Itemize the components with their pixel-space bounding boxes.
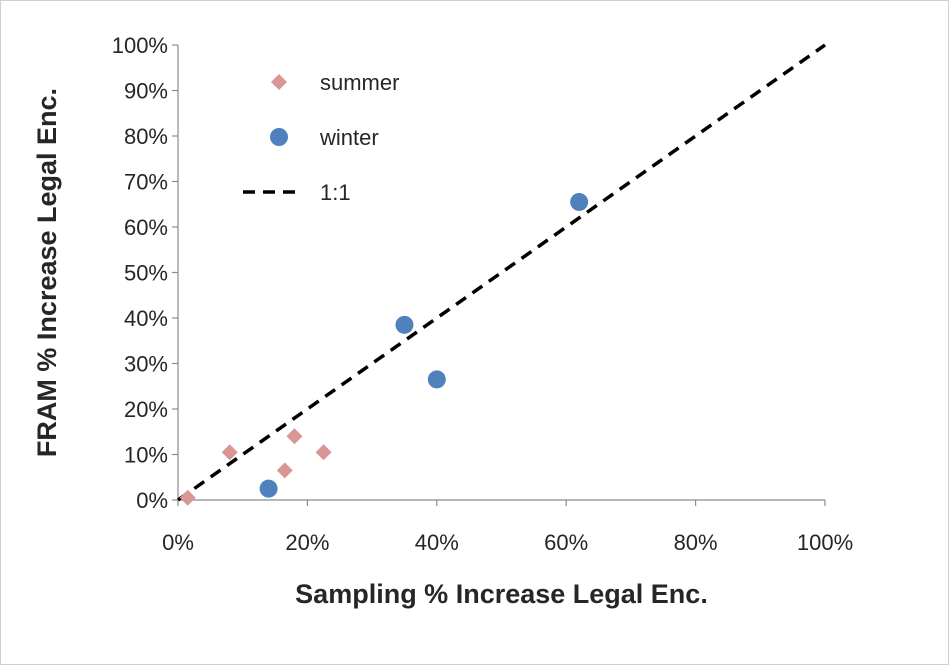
x-tick-label: 100% bbox=[797, 530, 853, 555]
summer-point bbox=[277, 462, 293, 478]
winter-point bbox=[260, 480, 278, 498]
one-to-one-line bbox=[178, 45, 825, 500]
y-tick-label: 30% bbox=[124, 352, 168, 377]
y-tick-label: 20% bbox=[124, 397, 168, 422]
legend-label: 1:1 bbox=[320, 180, 351, 205]
y-tick-label: 0% bbox=[136, 488, 168, 513]
summer-point bbox=[180, 490, 196, 506]
y-tick-label: 10% bbox=[124, 443, 168, 468]
legend-marker-summer bbox=[271, 74, 287, 90]
x-tick-label: 60% bbox=[544, 530, 588, 555]
x-axis-title: Sampling % Increase Legal Enc. bbox=[295, 579, 708, 609]
y-tick-label: 80% bbox=[124, 124, 168, 149]
legend-label: winter bbox=[319, 125, 379, 150]
summer-point bbox=[316, 444, 332, 460]
y-axis-title: FRAM % Increase Legal Enc. bbox=[32, 88, 62, 457]
x-tick-label: 40% bbox=[415, 530, 459, 555]
x-tick-label: 0% bbox=[162, 530, 194, 555]
winter-point bbox=[570, 193, 588, 211]
x-tick-label: 20% bbox=[285, 530, 329, 555]
legend-label: summer bbox=[320, 70, 399, 95]
winter-point bbox=[428, 370, 446, 388]
y-tick-label: 90% bbox=[124, 79, 168, 104]
x-tick-labels: 0% 20% 40% 60% 80% 100% bbox=[162, 530, 853, 555]
data-marks bbox=[178, 45, 825, 506]
x-tick-label: 80% bbox=[674, 530, 718, 555]
y-tick-labels: 0% 10% 20% 30% 40% 50% 60% 70% 80% 90% 100% bbox=[112, 33, 168, 513]
legend: summer winter 1:1 bbox=[243, 70, 399, 205]
summer-point bbox=[286, 428, 302, 444]
legend-marker-winter bbox=[270, 128, 288, 146]
winter-point bbox=[395, 316, 413, 334]
y-tick-label: 60% bbox=[124, 215, 168, 240]
y-tick-label: 50% bbox=[124, 261, 168, 286]
y-tick-label: 70% bbox=[124, 170, 168, 195]
y-tick-label: 100% bbox=[112, 33, 168, 58]
y-tick-label: 40% bbox=[124, 306, 168, 331]
